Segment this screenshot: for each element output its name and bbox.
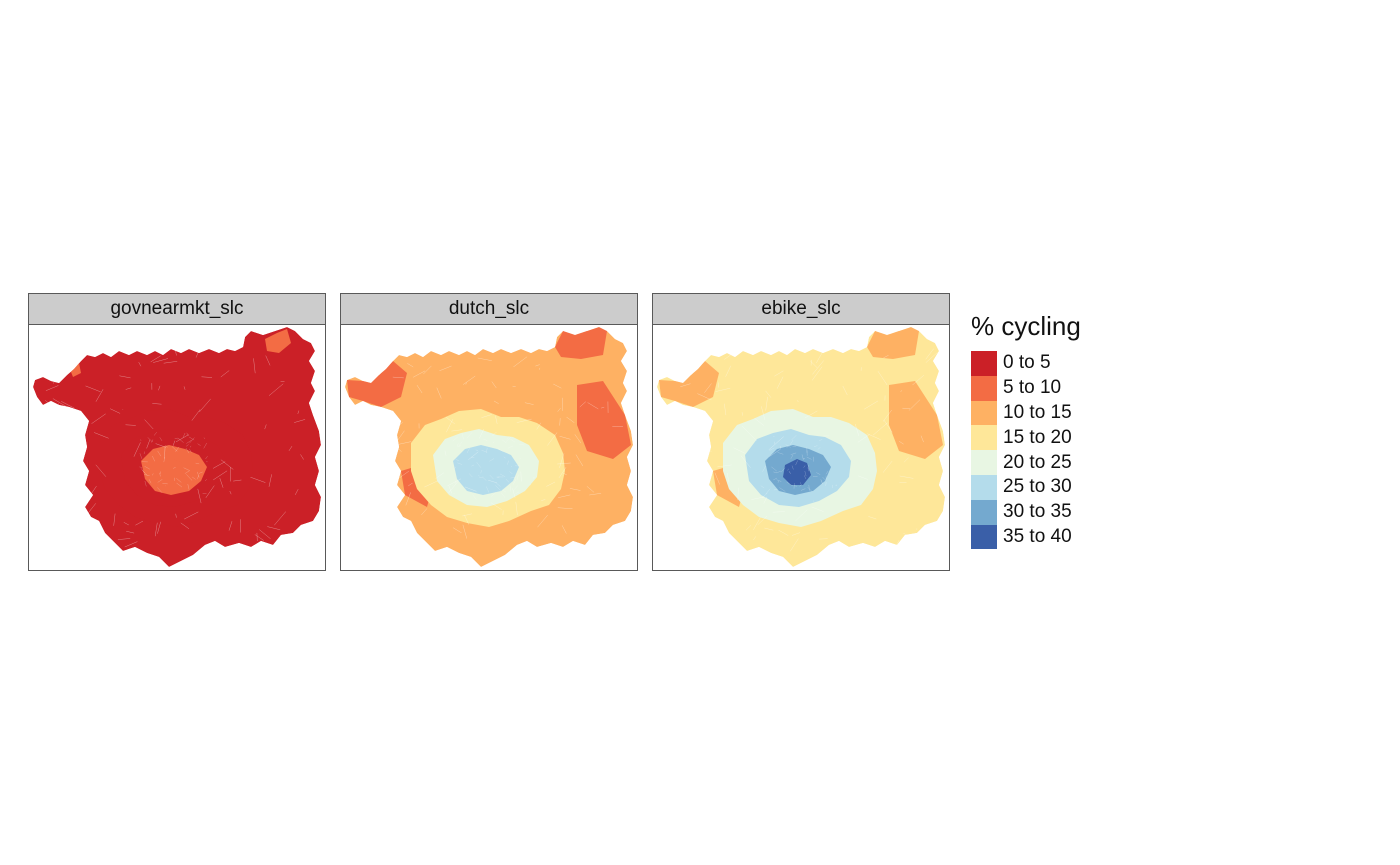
region-peak bbox=[783, 459, 811, 485]
region-govnearmkt bbox=[33, 327, 321, 567]
region-accent bbox=[555, 327, 607, 359]
map-panel-ebike: ebike_slc bbox=[652, 293, 950, 571]
map-svg bbox=[657, 327, 945, 567]
legend-label: 10 to 15 bbox=[1003, 401, 1072, 423]
region-accent bbox=[889, 381, 943, 459]
legend-title: % cycling bbox=[971, 311, 1081, 341]
map-panel-govnearmkt: govnearmkt_slc bbox=[28, 293, 326, 571]
legend-swatch bbox=[971, 400, 997, 426]
choropleth-map bbox=[653, 325, 949, 570]
region-accent bbox=[347, 361, 407, 407]
legend-label: 5 to 10 bbox=[1003, 377, 1062, 399]
panel-title: govnearmkt_slc bbox=[29, 294, 325, 325]
legend-item: 0 to 5 bbox=[971, 351, 1171, 376]
map-legend: % cycling 0 to 5 5 to 10 10 to 15 15 to … bbox=[971, 311, 1171, 550]
legend-item: 5 to 10 bbox=[971, 375, 1171, 401]
legend-swatch bbox=[971, 524, 997, 550]
legend-swatch bbox=[971, 450, 997, 475]
map-svg bbox=[345, 327, 633, 567]
legend-label: 25 to 30 bbox=[1003, 476, 1072, 498]
region-accent bbox=[577, 381, 631, 459]
legend-label: 30 to 35 bbox=[1003, 501, 1072, 523]
legend-item: 10 to 15 bbox=[971, 400, 1171, 426]
region-ebike bbox=[657, 327, 945, 567]
map-svg bbox=[33, 327, 321, 567]
legend-item: 35 to 40 bbox=[971, 524, 1171, 550]
panel-title: ebike_slc bbox=[653, 294, 949, 325]
region-accent bbox=[265, 329, 291, 353]
legend-swatch bbox=[971, 351, 997, 376]
legend-item: 20 to 25 bbox=[971, 450, 1171, 475]
legend-swatch bbox=[971, 425, 997, 451]
legend-item: 15 to 20 bbox=[971, 425, 1171, 451]
legend-label: 35 to 40 bbox=[1003, 525, 1072, 547]
region-peak bbox=[471, 459, 499, 485]
legend-items: 0 to 5 5 to 10 10 to 15 15 to 20 20 to 2… bbox=[971, 351, 1171, 550]
choropleth-map bbox=[29, 325, 325, 570]
legend-item: 30 to 35 bbox=[971, 499, 1171, 525]
legend-swatch bbox=[971, 499, 997, 525]
region-peak bbox=[159, 459, 187, 485]
legend-swatch bbox=[971, 474, 997, 500]
legend-item: 25 to 30 bbox=[971, 474, 1171, 500]
panel-title: dutch_slc bbox=[341, 294, 637, 325]
legend-label: 20 to 25 bbox=[1003, 451, 1072, 473]
legend-swatch bbox=[971, 375, 997, 401]
legend-label: 0 to 5 bbox=[1003, 352, 1051, 374]
region-accent bbox=[867, 327, 919, 359]
legend-label: 15 to 20 bbox=[1003, 426, 1072, 448]
choropleth-map bbox=[341, 325, 637, 570]
map-panel-dutch: dutch_slc bbox=[340, 293, 638, 571]
region-accent bbox=[659, 361, 719, 407]
region-dutch bbox=[345, 327, 633, 567]
